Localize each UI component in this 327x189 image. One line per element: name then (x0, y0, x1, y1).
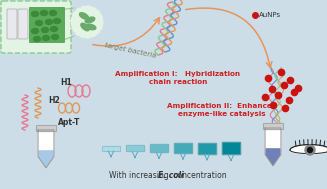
Bar (263, 123, 283, 129)
Text: H1: H1 (60, 78, 72, 87)
Bar (36, 125, 56, 131)
Ellipse shape (31, 29, 39, 33)
Polygon shape (39, 151, 53, 167)
Ellipse shape (50, 26, 58, 32)
Bar (222, 142, 240, 154)
Circle shape (305, 145, 315, 155)
Text: Apt-T: Apt-T (58, 118, 80, 127)
Bar (150, 144, 168, 152)
Bar (150, 144, 168, 152)
Circle shape (307, 147, 313, 153)
Text: With increasing: With increasing (109, 170, 171, 180)
Ellipse shape (85, 17, 95, 23)
Bar (36, 125, 56, 131)
Text: E. coli: E. coli (158, 170, 184, 180)
Ellipse shape (41, 11, 47, 15)
Polygon shape (266, 149, 280, 165)
FancyBboxPatch shape (1, 1, 71, 53)
Ellipse shape (51, 35, 59, 40)
Text: H2: H2 (48, 96, 60, 105)
Text: chain reaction: chain reaction (149, 79, 207, 85)
Bar (126, 145, 144, 151)
Text: Amplification I:   Hybridization: Amplification I: Hybridization (115, 71, 241, 77)
Ellipse shape (43, 36, 49, 40)
Bar (174, 143, 192, 153)
Bar (102, 146, 120, 150)
Bar (198, 143, 216, 153)
Bar (222, 142, 240, 154)
Polygon shape (290, 145, 327, 154)
Bar (198, 143, 216, 153)
Ellipse shape (54, 19, 60, 23)
FancyBboxPatch shape (18, 9, 28, 39)
Polygon shape (265, 128, 281, 166)
Ellipse shape (49, 11, 57, 15)
Text: concentration: concentration (171, 170, 227, 180)
Bar (126, 145, 144, 151)
FancyBboxPatch shape (29, 7, 65, 43)
Ellipse shape (81, 23, 89, 31)
Circle shape (71, 6, 103, 38)
Ellipse shape (42, 28, 48, 33)
Bar (263, 123, 283, 129)
Ellipse shape (36, 20, 43, 26)
Ellipse shape (86, 24, 96, 30)
Text: target bacteria: target bacteria (104, 42, 157, 59)
Bar (174, 143, 192, 153)
Ellipse shape (79, 13, 89, 19)
Ellipse shape (45, 19, 53, 25)
Text: Amplification II:  Enhanced: Amplification II: Enhanced (167, 103, 277, 109)
Text: AuNPs: AuNPs (259, 12, 281, 18)
Ellipse shape (31, 12, 39, 16)
Polygon shape (38, 130, 54, 168)
Bar (102, 146, 120, 150)
Text: enzyme-like catalysis: enzyme-like catalysis (178, 111, 266, 117)
Ellipse shape (33, 36, 41, 42)
FancyBboxPatch shape (7, 9, 17, 39)
